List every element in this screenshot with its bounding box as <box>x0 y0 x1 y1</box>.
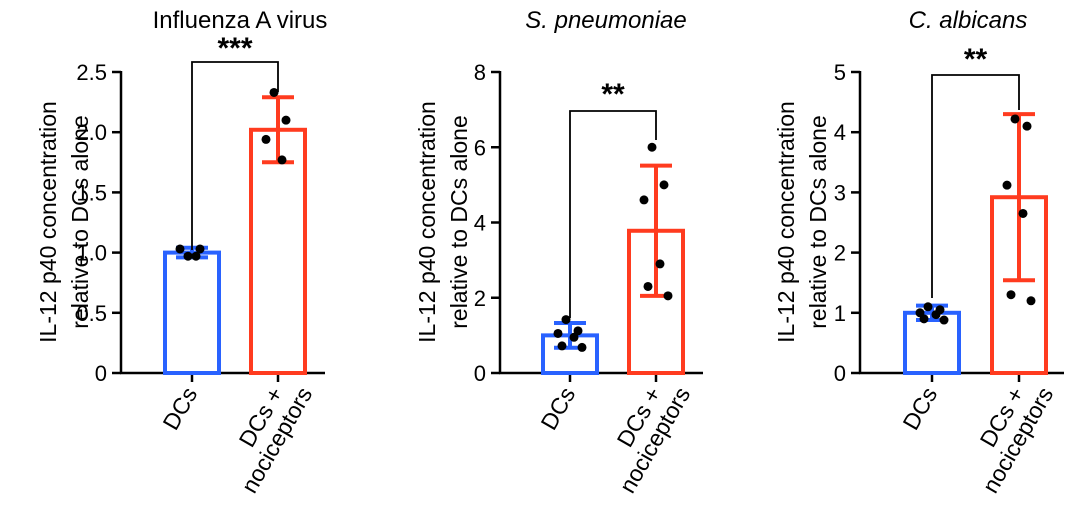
data-point <box>557 341 567 351</box>
y-tick-label: 2 <box>834 241 846 266</box>
data-point <box>659 180 669 190</box>
y-tick-label: 2 <box>474 286 486 311</box>
significance-bracket <box>191 61 279 250</box>
data-point <box>175 244 185 254</box>
data-point <box>577 342 587 352</box>
data-point <box>1022 121 1032 131</box>
significance-bracket <box>569 110 657 318</box>
y-tick-label: 4 <box>474 211 486 236</box>
y-tick-label: 6 <box>474 135 486 160</box>
significance-label: ** <box>964 43 988 76</box>
data-point <box>561 315 571 325</box>
significance-label: ** <box>601 78 625 111</box>
y-axis-label: IL-12 p40 concentration <box>414 101 440 343</box>
y-tick-label: 8 <box>474 60 486 85</box>
y-tick-label: 5 <box>834 60 846 85</box>
data-point <box>183 251 193 261</box>
category-label: DCs <box>897 383 942 435</box>
y-axis-label: IL-12 p40 concentration <box>35 101 61 343</box>
y-tick-label: 0.5 <box>76 301 107 326</box>
y-tick-label: 0 <box>474 361 486 386</box>
bar <box>249 127 307 375</box>
data-point <box>931 310 941 320</box>
data-point <box>639 195 649 205</box>
y-axis-label: relative to DCs alone <box>67 115 93 329</box>
data-point <box>919 314 929 324</box>
data-point <box>655 259 665 269</box>
data-point <box>1018 208 1028 218</box>
data-point <box>195 244 205 254</box>
data-point <box>1002 180 1012 190</box>
data-point <box>191 251 201 261</box>
data-point <box>1006 290 1016 300</box>
y-tick-label: 0 <box>834 361 846 386</box>
data-point <box>923 302 933 312</box>
y-axis-label: IL-12 p40 concentration <box>773 101 799 343</box>
y-tick-label: 4 <box>834 120 846 145</box>
y-tick-label: 2.0 <box>76 120 107 145</box>
panel-title: C. albicans <box>909 7 1028 34</box>
y-axis-label: relative to DCs alone <box>805 115 831 329</box>
data-point <box>647 142 657 152</box>
y-tick-label: 2.5 <box>76 60 107 85</box>
data-point <box>269 87 279 97</box>
bar <box>163 250 221 376</box>
y-tick-label: 1.0 <box>76 241 107 266</box>
category-label: DCs <box>535 383 580 435</box>
data-point <box>1010 114 1020 124</box>
data-point <box>643 281 653 291</box>
data-point <box>573 326 583 336</box>
significance-label: *** <box>217 32 252 65</box>
data-point <box>261 134 271 144</box>
data-point <box>1026 296 1036 306</box>
data-point <box>569 332 579 342</box>
y-tick-label: 0 <box>95 361 107 386</box>
data-point <box>277 155 287 165</box>
y-axis-label: relative to DCs alone <box>446 115 472 329</box>
significance-bracket <box>931 74 1020 298</box>
y-tick-label: 1.5 <box>76 180 107 205</box>
data-point <box>663 291 673 301</box>
y-tick-label: 3 <box>834 180 846 205</box>
panel-title: S. pneumoniae <box>525 7 686 34</box>
panel-title: Influenza A virus <box>153 7 328 34</box>
data-point <box>553 328 563 338</box>
category-label: DCs <box>157 383 202 435</box>
y-tick-label: 1 <box>834 301 846 326</box>
data-point <box>281 115 291 125</box>
data-point <box>939 315 949 325</box>
